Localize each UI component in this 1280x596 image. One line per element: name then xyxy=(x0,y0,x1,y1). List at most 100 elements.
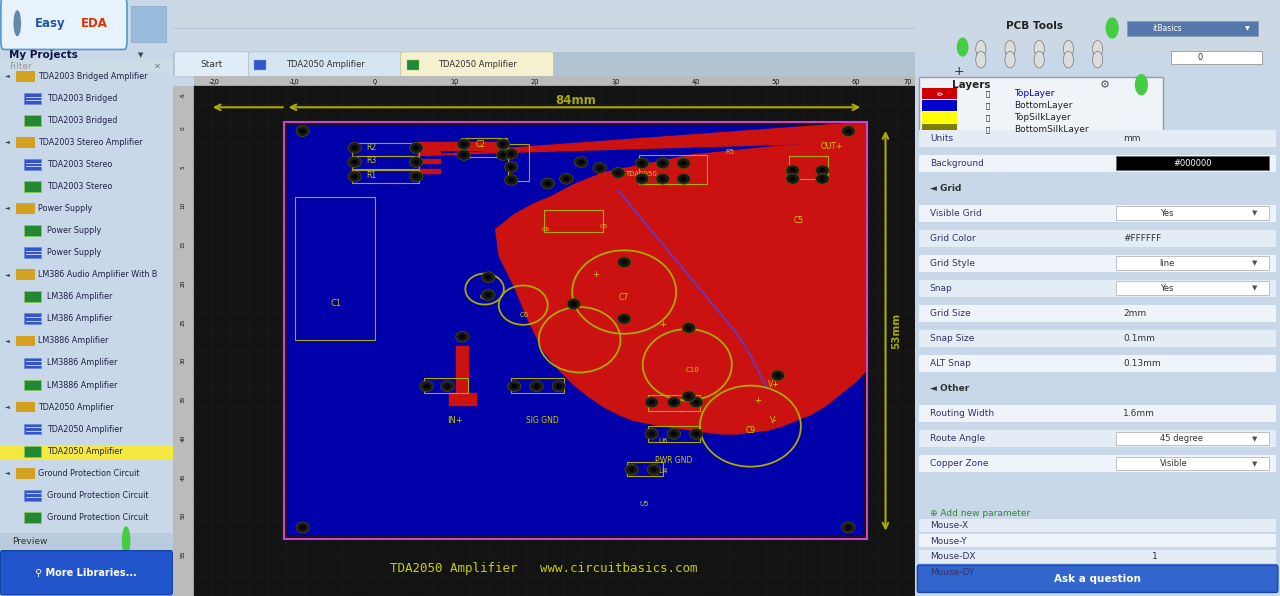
Circle shape xyxy=(681,161,686,166)
Circle shape xyxy=(457,139,471,150)
Bar xyxy=(919,430,1276,447)
Bar xyxy=(24,115,41,126)
Text: LM386 Amplifier: LM386 Amplifier xyxy=(46,314,113,324)
Circle shape xyxy=(1093,51,1102,68)
Text: IN+: IN+ xyxy=(447,415,463,425)
Circle shape xyxy=(771,370,785,381)
Bar xyxy=(0,533,173,550)
Text: 50: 50 xyxy=(180,512,186,519)
Circle shape xyxy=(571,302,577,306)
Text: 60: 60 xyxy=(851,79,860,85)
Text: -10: -10 xyxy=(288,79,300,85)
Circle shape xyxy=(420,381,434,392)
Bar xyxy=(915,0,1280,52)
Text: TDA2003 Bridged Amplifier: TDA2003 Bridged Amplifier xyxy=(38,72,147,81)
Bar xyxy=(424,378,468,393)
Circle shape xyxy=(530,381,543,392)
Text: C10: C10 xyxy=(686,367,699,372)
Circle shape xyxy=(460,334,466,339)
Circle shape xyxy=(648,464,660,475)
Text: C5: C5 xyxy=(599,224,608,229)
Text: 0: 0 xyxy=(372,79,376,85)
Bar xyxy=(15,269,35,280)
Bar xyxy=(352,156,420,169)
Bar xyxy=(0,445,173,460)
Circle shape xyxy=(667,397,681,408)
Circle shape xyxy=(659,161,666,166)
Text: ◄: ◄ xyxy=(5,73,10,78)
Bar xyxy=(919,77,1164,137)
Bar xyxy=(508,144,529,181)
Circle shape xyxy=(774,373,781,378)
Text: ◄: ◄ xyxy=(5,272,10,277)
Circle shape xyxy=(444,384,451,389)
Text: TDA2003 Stereo: TDA2003 Stereo xyxy=(46,182,113,191)
Bar xyxy=(15,336,35,346)
Circle shape xyxy=(1093,41,1102,57)
Bar xyxy=(627,462,663,476)
Text: ◄ Grid: ◄ Grid xyxy=(929,184,961,193)
Bar xyxy=(173,0,915,52)
Text: ⚙: ⚙ xyxy=(1100,80,1110,89)
Text: 45: 45 xyxy=(180,473,186,480)
Circle shape xyxy=(579,160,584,164)
Polygon shape xyxy=(449,393,476,405)
FancyBboxPatch shape xyxy=(918,565,1277,592)
Bar xyxy=(15,71,35,82)
Text: Grid Color: Grid Color xyxy=(929,234,975,243)
Text: 👁: 👁 xyxy=(986,114,991,121)
Text: BottomLayer: BottomLayer xyxy=(1014,101,1073,110)
Circle shape xyxy=(694,400,699,405)
Circle shape xyxy=(300,525,306,530)
Text: PCB Tools: PCB Tools xyxy=(1006,21,1064,31)
Bar xyxy=(24,313,41,324)
Text: Power Supply: Power Supply xyxy=(46,226,101,235)
Bar xyxy=(919,130,1276,147)
Text: BottomSilkLayer: BottomSilkLayer xyxy=(1014,125,1088,134)
Text: Visible Grid: Visible Grid xyxy=(929,209,982,218)
Circle shape xyxy=(440,381,454,392)
Text: 20: 20 xyxy=(531,79,539,85)
Text: Start: Start xyxy=(200,60,223,69)
Bar xyxy=(919,330,1276,347)
Circle shape xyxy=(500,153,506,157)
Text: 0.13mm: 0.13mm xyxy=(1123,359,1161,368)
Text: 40: 40 xyxy=(180,434,186,442)
Text: ✏: ✏ xyxy=(937,89,943,98)
Text: ◄: ◄ xyxy=(5,139,10,144)
Circle shape xyxy=(563,176,570,181)
Circle shape xyxy=(457,150,471,160)
Bar xyxy=(919,155,1276,172)
Circle shape xyxy=(790,168,796,173)
Bar xyxy=(919,305,1276,322)
Circle shape xyxy=(819,176,826,181)
Circle shape xyxy=(424,384,430,389)
Text: Ground Protection Circuit: Ground Protection Circuit xyxy=(46,513,148,522)
Text: C1: C1 xyxy=(330,299,342,309)
Bar xyxy=(788,156,828,179)
Polygon shape xyxy=(457,346,468,393)
Bar xyxy=(1170,51,1262,64)
Text: Ask a question: Ask a question xyxy=(1055,574,1140,583)
Circle shape xyxy=(508,151,515,156)
Bar xyxy=(173,86,193,596)
Text: Ground Protection Circuit: Ground Protection Circuit xyxy=(38,468,140,478)
Bar xyxy=(24,93,41,104)
Bar xyxy=(255,60,266,70)
Circle shape xyxy=(1135,74,1148,95)
Text: 👁: 👁 xyxy=(986,102,991,109)
Circle shape xyxy=(348,157,361,167)
FancyBboxPatch shape xyxy=(1,0,127,49)
Circle shape xyxy=(815,165,829,176)
Circle shape xyxy=(1064,41,1074,57)
Bar xyxy=(24,225,41,236)
Bar xyxy=(24,181,41,192)
Text: 53mm: 53mm xyxy=(891,313,901,349)
Text: ▼: ▼ xyxy=(1252,461,1257,467)
Circle shape xyxy=(1005,51,1015,68)
Bar xyxy=(24,291,41,302)
Circle shape xyxy=(845,129,851,134)
Circle shape xyxy=(657,158,669,169)
Circle shape xyxy=(552,381,566,392)
Text: 👁: 👁 xyxy=(986,126,991,133)
